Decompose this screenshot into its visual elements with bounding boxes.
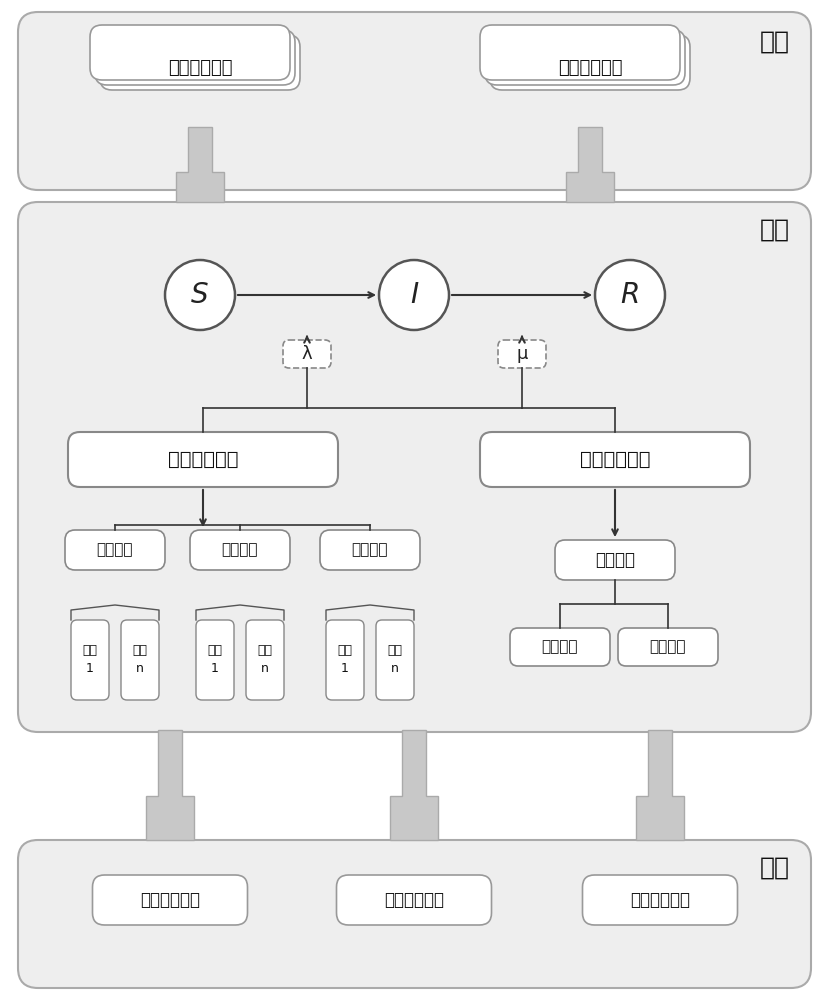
Text: 用户静态属性: 用户静态属性 — [167, 450, 238, 469]
FancyBboxPatch shape — [320, 530, 420, 570]
FancyBboxPatch shape — [121, 620, 159, 700]
FancyBboxPatch shape — [65, 530, 165, 570]
FancyBboxPatch shape — [498, 340, 546, 368]
Text: μ: μ — [516, 345, 527, 363]
FancyBboxPatch shape — [100, 35, 300, 90]
FancyBboxPatch shape — [18, 840, 810, 988]
FancyBboxPatch shape — [479, 432, 749, 487]
FancyBboxPatch shape — [195, 620, 233, 700]
Text: 混沌动态行为: 混沌动态行为 — [579, 450, 649, 469]
Text: 群体行为网络: 群体行为网络 — [383, 891, 444, 909]
FancyBboxPatch shape — [617, 628, 717, 666]
FancyBboxPatch shape — [336, 875, 491, 925]
FancyBboxPatch shape — [246, 620, 284, 700]
FancyBboxPatch shape — [376, 620, 413, 700]
FancyBboxPatch shape — [190, 530, 290, 570]
FancyBboxPatch shape — [479, 25, 679, 80]
Circle shape — [165, 260, 234, 330]
Polygon shape — [389, 730, 437, 840]
FancyBboxPatch shape — [93, 875, 248, 925]
FancyBboxPatch shape — [509, 628, 609, 666]
FancyBboxPatch shape — [68, 432, 338, 487]
FancyBboxPatch shape — [18, 12, 810, 190]
Text: λ: λ — [301, 345, 312, 363]
Text: 关系属性: 关系属性 — [351, 542, 388, 558]
Circle shape — [595, 260, 664, 330]
Text: 内容属性: 内容属性 — [221, 542, 258, 558]
Text: 属性
n: 属性 n — [258, 645, 272, 676]
Text: 属性
1: 属性 1 — [337, 645, 352, 676]
FancyBboxPatch shape — [95, 30, 295, 85]
FancyBboxPatch shape — [282, 340, 330, 368]
Text: I: I — [409, 281, 417, 309]
Text: 属性
1: 属性 1 — [207, 645, 222, 676]
FancyBboxPatch shape — [554, 540, 674, 580]
Text: R: R — [619, 281, 639, 309]
FancyBboxPatch shape — [325, 620, 363, 700]
Polygon shape — [635, 730, 683, 840]
Text: 时间延迟: 时间延迟 — [649, 640, 686, 654]
Text: 输入: 输入 — [759, 856, 789, 880]
Text: 嵌入维数: 嵌入维数 — [541, 640, 578, 654]
Polygon shape — [146, 730, 194, 840]
Text: 属性
n: 属性 n — [132, 645, 147, 676]
FancyBboxPatch shape — [90, 25, 290, 80]
Text: 属性
n: 属性 n — [387, 645, 402, 676]
Text: S: S — [191, 281, 209, 309]
Text: 群体状态演变: 群体状态演变 — [167, 58, 232, 77]
Circle shape — [378, 260, 449, 330]
Text: 属性
1: 属性 1 — [83, 645, 98, 676]
Text: 话题传播网络: 话题传播网络 — [629, 891, 689, 909]
FancyBboxPatch shape — [71, 620, 108, 700]
Text: 用户关系网络: 用户关系网络 — [140, 891, 200, 909]
FancyBboxPatch shape — [484, 30, 684, 85]
Text: 模型: 模型 — [759, 218, 789, 242]
Text: 加权一阶: 加权一阶 — [595, 551, 634, 569]
Text: 输出: 输出 — [759, 30, 789, 54]
FancyBboxPatch shape — [489, 35, 689, 90]
Text: 用户属性: 用户属性 — [97, 542, 133, 558]
Polygon shape — [176, 127, 224, 202]
Polygon shape — [566, 127, 614, 202]
Text: 信息传播趋势: 信息传播趋势 — [557, 58, 622, 77]
FancyBboxPatch shape — [18, 202, 810, 732]
FancyBboxPatch shape — [582, 875, 737, 925]
